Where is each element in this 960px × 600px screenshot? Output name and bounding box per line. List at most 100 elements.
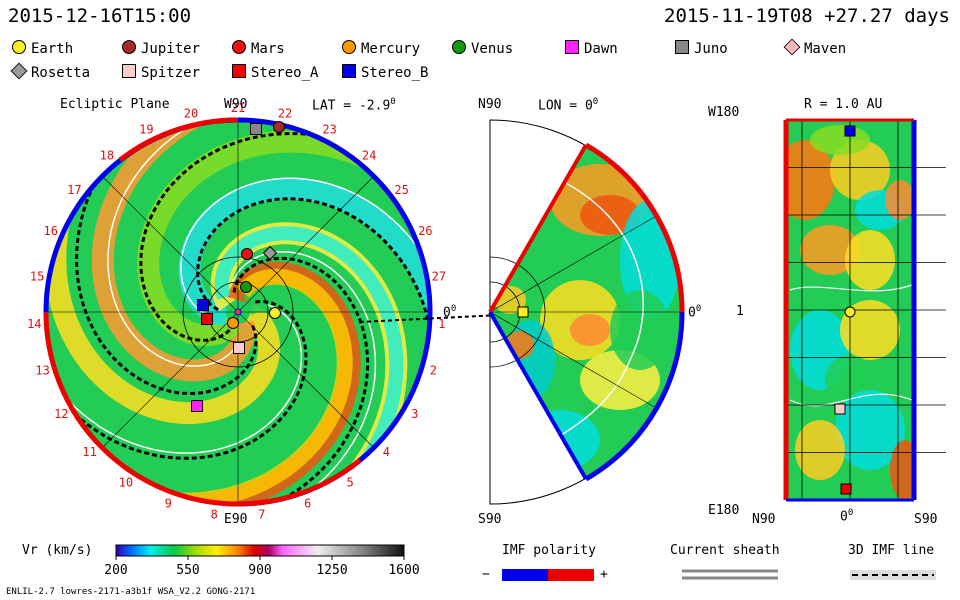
ecliptic-stereo_b-marker (197, 299, 209, 311)
imf-3d-label: 3D IMF line (848, 543, 935, 558)
colorbar (115, 544, 405, 557)
legend-item-mars: Mars (232, 40, 285, 57)
radial-left-top-label: W180 (708, 105, 740, 120)
radial-bodies (834, 125, 856, 495)
carrington-tick-2: 2 (430, 364, 437, 378)
legend-marker-maven (783, 38, 801, 56)
legend-label-stereo_b: Stereo_B (361, 65, 429, 81)
legend-marker-juno (675, 40, 689, 54)
vr-blob (885, 180, 914, 220)
meridional-spoke (489, 311, 657, 409)
sun-icon (234, 308, 242, 316)
radial-spitzer-marker (834, 403, 846, 415)
meridional-earth-marker (517, 306, 529, 318)
ecliptic-juno-marker (250, 123, 262, 135)
legend-label-earth: Earth (31, 41, 74, 57)
legend-item-stereo_b: Stereo_B (342, 64, 428, 81)
ecliptic-dawn-marker (191, 400, 203, 412)
legend-label-juno: Juno (694, 41, 728, 57)
legend-marker-jupiter (122, 40, 136, 54)
meridional-right-label: 00 (688, 304, 702, 321)
carrington-tick-15: 15 (30, 270, 44, 284)
carrington-tick-16: 16 (43, 224, 57, 238)
carrington-tick-23: 23 (322, 123, 336, 137)
carrington-tick-4: 4 (383, 445, 390, 459)
radial-bottom-mid-label: 00 (840, 508, 854, 525)
imf-line (74, 159, 258, 396)
imf-line (232, 256, 370, 504)
colorbar-tick-label: 900 (248, 563, 272, 578)
radial-bottom-left-label: N90 (752, 512, 776, 527)
current-sheath-line (232, 250, 377, 503)
legend-item-earth: Earth (12, 40, 73, 57)
solar-wind-band (91, 120, 268, 382)
carrington-tick-3: 3 (411, 407, 418, 421)
legend-marker-dawn (565, 40, 579, 54)
meridional-plot (488, 119, 685, 505)
ecliptic-right-label: 00 (443, 304, 457, 321)
carrington-tick-19: 19 (139, 123, 153, 137)
radial-stereo_b-marker (844, 125, 856, 137)
vr-blob (840, 300, 900, 360)
legend-marker-spitzer (122, 64, 136, 78)
legend-marker-stereo_a (232, 64, 246, 78)
solar-wind-band (99, 268, 353, 504)
carrington-tick-1: 1 (438, 317, 445, 331)
colorbar-tick-label: 200 (104, 563, 128, 578)
meridional-title: LON = 00 (538, 97, 599, 114)
radial-left-bottom-label: E180 (708, 503, 740, 518)
carrington-tick-18: 18 (100, 149, 114, 163)
vr-blob (580, 195, 640, 235)
carrington-tick-21: 21 (231, 101, 245, 115)
vr-blob (845, 230, 895, 290)
meridional-spoke (489, 215, 657, 313)
legend-marker-stereo_b (342, 64, 356, 78)
vr-blob (570, 314, 610, 346)
carrington-tick-22: 22 (278, 107, 292, 121)
colorbar-label: Vr (km/s) (22, 543, 93, 558)
colorbar-tick-label: 550 (176, 563, 200, 578)
carrington-tick-12: 12 (54, 407, 68, 421)
carrington-tick-6: 6 (304, 497, 311, 511)
current-sheath-label: Current sheath (670, 543, 780, 558)
carrington-tick-5: 5 (346, 475, 353, 489)
legend-item-rosetta: Rosetta (10, 62, 91, 81)
solar-wind-band (178, 177, 430, 390)
vr-blob (830, 140, 890, 200)
legend-label-stereo_a: Stereo_A (251, 65, 319, 81)
current-sheath-line (519, 179, 644, 461)
footer-run-info: ENLIL-2.7 lowres-2171-a3b1f WSA_V2.2 GON… (6, 587, 256, 597)
ecliptic-venus-marker (240, 281, 252, 293)
legend-label-mars: Mars (251, 41, 285, 57)
current-sheath-line (789, 393, 913, 407)
meridional-bottom-label: S90 (478, 512, 502, 527)
radial-stereo_a-marker (840, 483, 852, 495)
imf-line (196, 197, 430, 356)
imf-positive-swatch (548, 569, 594, 581)
ecliptic-lat-label: LAT = -2.90 (312, 97, 396, 114)
legend-label-rosetta: Rosetta (31, 65, 91, 81)
legend-label-maven: Maven (804, 41, 847, 57)
current-sheath-line (52, 304, 303, 454)
ecliptic-jupiter-marker (273, 121, 285, 133)
imf-line (54, 299, 308, 460)
carrington-tick-8: 8 (211, 508, 218, 522)
model-datetime: 2015-12-16T15:00 (8, 5, 192, 27)
ecliptic-earth-marker (269, 307, 281, 319)
current-sheath-line (107, 120, 240, 367)
radial-left-mid-label: 1 (736, 304, 744, 319)
legend-marker-mercury (342, 40, 356, 54)
meridional-top-label: N90 (478, 97, 502, 112)
radial-bottom-right-label: S90 (914, 512, 938, 527)
legend-marker-venus (452, 40, 466, 54)
legend-item-mercury: Mercury (342, 40, 420, 57)
carrington-tick-25: 25 (394, 183, 408, 197)
carrington-tick-26: 26 (418, 224, 432, 238)
legend-marker-earth (12, 40, 26, 54)
imf-minus-label: − (482, 567, 490, 582)
carrington-tick-9: 9 (165, 497, 172, 511)
legend-item-dawn: Dawn (565, 40, 618, 57)
